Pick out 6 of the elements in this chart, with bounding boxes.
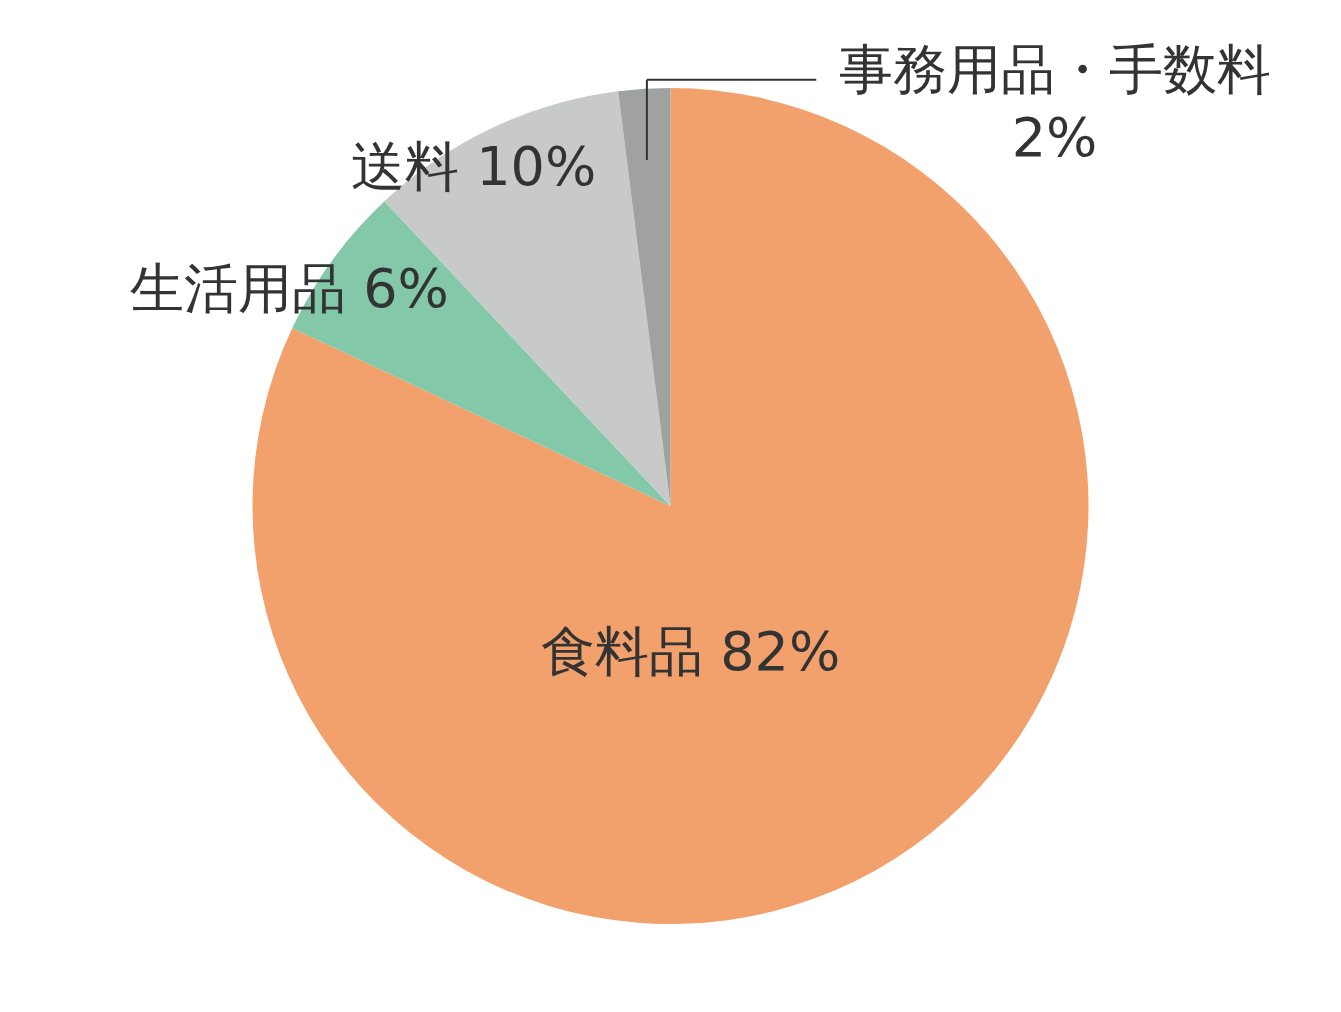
slice-label: 送料 10% [351,135,597,199]
data-label: 2% [1011,105,1098,169]
slice-label: 食料品 82% [541,620,841,684]
pie-slice [292,201,671,506]
pie-slice [618,88,671,506]
slice-label: 事務用品・手数料 [838,37,1271,101]
